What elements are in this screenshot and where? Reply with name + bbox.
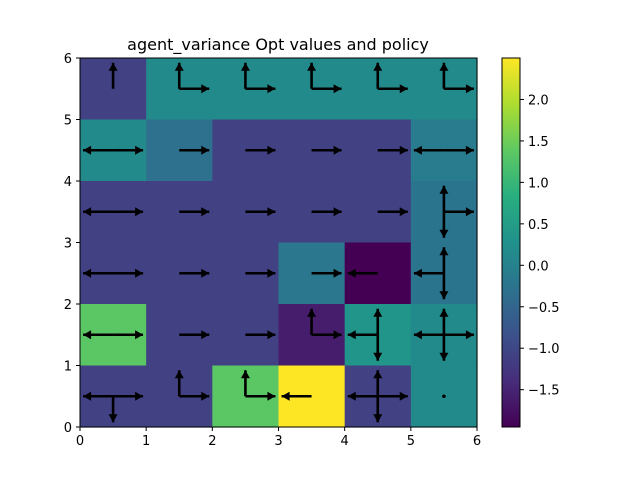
y-axis: 0 1 2 3 4 5 6 (64, 52, 80, 436)
policy-arrow-head (267, 207, 276, 217)
y-tick-label: 1 (64, 360, 72, 375)
policy-arrow-head (413, 145, 422, 155)
policy-arrow-head (174, 62, 184, 71)
chart-title: agent_variance Opt values and policy (127, 35, 429, 55)
policy-arrow-head (135, 268, 144, 278)
colorbar-tick-label: −1.5 (528, 384, 560, 399)
policy-arrow-head (267, 84, 276, 94)
policy-arrow-head (439, 247, 449, 256)
colorbar-tick-label: 0.0 (528, 259, 549, 274)
policy-arrow-head (307, 62, 317, 71)
policy-arrow-head (201, 145, 210, 155)
policy-arrow-head (439, 229, 449, 238)
policy-arrows (83, 62, 474, 423)
colorbar-tick-label: 1.5 (528, 135, 549, 150)
colorbar-tick-label: −1.0 (528, 342, 560, 357)
y-tick-label: 4 (64, 175, 72, 190)
policy-arrow-head (439, 308, 449, 317)
policy-arrow-head (399, 207, 408, 217)
policy-arrow-head (240, 62, 250, 71)
policy-arrow-head (399, 391, 408, 401)
policy-arrow-head (83, 268, 92, 278)
policy-arrow-head (373, 62, 383, 71)
policy-arrow-head (108, 62, 118, 71)
policy-arrow-head (439, 62, 449, 71)
y-tick-label: 5 (64, 114, 72, 129)
policy-arrow-head (333, 330, 342, 340)
policy-arrow-head (267, 330, 276, 340)
policy-arrow-head (108, 414, 118, 423)
colorbar-ticks: 2.0 1.5 1.0 0.5 0.0 −0.5 −1.0 −1.5 (520, 93, 560, 399)
x-tick-label: 2 (208, 434, 216, 449)
policy-arrow-head (465, 84, 474, 94)
policy-arrow-head (333, 145, 342, 155)
policy-arrow-head (83, 391, 92, 401)
policy-arrow-head (83, 330, 92, 340)
x-axis: 0 1 2 3 4 5 6 (76, 427, 481, 449)
policy-arrow-head (267, 145, 276, 155)
policy-arrow-head (373, 370, 383, 379)
policy-arrow-head (201, 391, 210, 401)
policy-arrow-head (373, 352, 383, 361)
policy-arrow-head (333, 268, 342, 278)
policy-arrow-head (465, 145, 474, 155)
policy-arrow-head (267, 268, 276, 278)
y-tick-label: 3 (64, 237, 72, 252)
policy-arrow-head (373, 414, 383, 423)
policy-arrow-head (174, 370, 184, 379)
policy-arrow-head (347, 268, 356, 278)
x-tick-label: 5 (407, 434, 415, 449)
policy-arrow-head (439, 352, 449, 361)
x-tick-label: 1 (142, 434, 150, 449)
policy-arrow-head (347, 330, 356, 340)
x-tick-label: 0 (76, 434, 84, 449)
colorbar-tick-label: 0.5 (528, 218, 549, 233)
policy-arrow-head (333, 207, 342, 217)
policy-arrow-head (399, 145, 408, 155)
policy-arrow-head (281, 391, 290, 401)
policy-arrow-head (307, 308, 317, 317)
policy-arrow-head (399, 84, 408, 94)
policy-arrow-head (83, 145, 92, 155)
policy-arrow-head (439, 291, 449, 300)
y-tick-label: 2 (64, 298, 72, 313)
policy-arrow-head (201, 207, 210, 217)
policy-arrow-head (135, 207, 144, 217)
colorbar-tick-label: 1.0 (528, 176, 549, 191)
colorbar-tick-label: −0.5 (528, 301, 560, 316)
policy-arrow-head (135, 391, 144, 401)
policy-arrow-head (201, 268, 210, 278)
policy-arrow-head (135, 145, 144, 155)
policy-arrow-head (465, 330, 474, 340)
y-tick-label: 6 (64, 52, 72, 67)
x-tick-label: 4 (341, 434, 349, 449)
policy-arrow-head (465, 207, 474, 217)
policy-dot (442, 394, 446, 399)
x-tick-label: 3 (274, 434, 282, 449)
policy-arrow-head (413, 268, 422, 278)
heatmap-cells (80, 58, 478, 428)
policy-arrow-head (240, 370, 250, 379)
policy-arrow-head (135, 330, 144, 340)
policy-arrow-head (333, 84, 342, 94)
policy-arrow-head (83, 207, 92, 217)
colorbar (501, 57, 521, 428)
policy-arrow-head (201, 330, 210, 340)
policy-arrow-head (267, 391, 276, 401)
policy-arrow-head (347, 391, 356, 401)
colorbar-tick-label: 2.0 (528, 93, 549, 108)
policy-arrow-head (413, 330, 422, 340)
x-tick-label: 6 (473, 434, 481, 449)
y-tick-label: 0 (64, 421, 72, 436)
policy-arrow-head (439, 185, 449, 194)
policy-arrow-head (373, 308, 383, 317)
policy-arrow-head (201, 84, 210, 94)
